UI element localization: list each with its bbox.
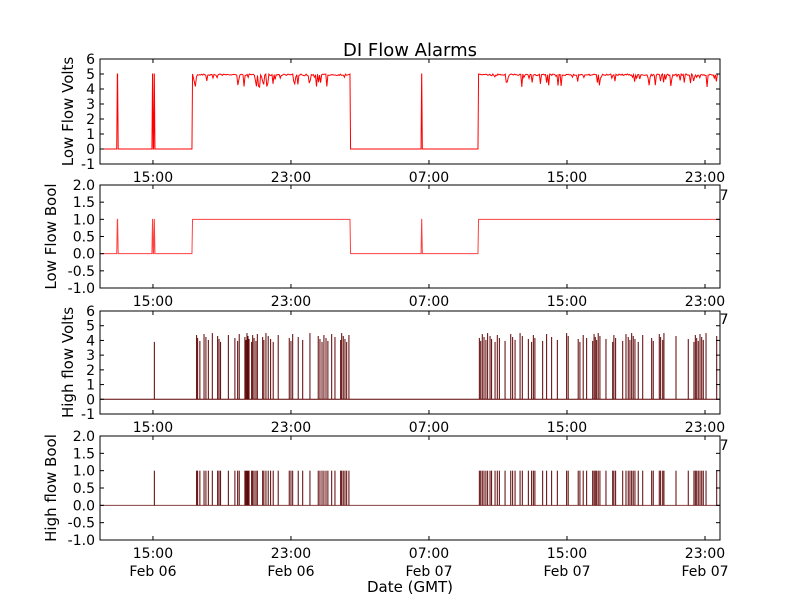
y-tick-label: 5 [86,319,95,335]
x-tick-time-label: 15:00 [133,294,173,310]
x-tick-time-label: 23:00 [271,170,311,186]
plot-area [100,59,720,164]
y-tick-label: 2 [86,112,95,128]
plot-area [100,436,720,540]
x-tick-time-label: 15:00 [133,170,173,186]
x-tick-date-label: Feb 07 [543,564,590,580]
series-line [100,218,720,255]
y-tick-label: -1 [81,157,95,173]
x-tick-time-label: 23:00 [271,420,311,436]
x-tick-time-label: 07:00 [409,294,449,310]
y-tick-label: 2.0 [73,429,95,445]
y-tick-label: 0 [86,142,95,158]
plot-area [100,311,720,414]
x-tick-time-label: 15:00 [547,170,587,186]
y-tick-label: 1.5 [73,446,95,462]
y-tick-label: -0.5 [68,516,95,532]
y-tick-label: -1.0 [68,533,95,549]
x-tick-time-label: 15:00 [547,294,587,310]
y-tick-label: 2 [86,363,95,379]
y-tick-label: 0.5 [73,230,95,246]
y-tick-label: -1 [81,407,95,423]
y-tick-label: 6 [86,304,95,320]
y-tick-label: 3 [86,97,95,113]
y-tick-label: 1.0 [73,464,95,480]
panel-high-flow-bool: -1.0-0.5 0.00.51.0 1.52.0 15:00 Feb 06 23:00 F… [42,429,729,580]
y-tick-label: 1.0 [73,212,95,228]
y-tick-label: 0 [86,392,95,408]
x-tick-time-label: 15:00 [133,420,173,436]
y-tick-label: 4 [86,82,95,98]
chart-title: DI Flow Alarms [343,40,477,61]
x-tick-time-label: 15:00 [547,420,587,436]
y-tick-label: -1.0 [68,281,95,297]
series-low-flow-bool [100,218,720,255]
y-tick-label: 5 [86,67,95,83]
y-tick-label: 1 [86,127,95,143]
y-tick-label: 6 [86,52,95,68]
x-tick-time-label: 07:00 [409,420,449,436]
axes-frame [99,310,721,415]
series-line [100,72,721,150]
y-tick-label: -0.5 [68,264,95,280]
y-axis-label: High flow Bool [42,434,60,542]
x-tick-date-label: Feb 07 [405,564,452,580]
x-tick-date-label: Feb 06 [267,564,314,580]
y-axis-label: Low Flow Bool [42,183,60,289]
x-tick-date-label: Feb 06 [129,564,176,580]
y-tick-label: 3 [86,348,95,364]
y-tick-label: 0.0 [73,498,95,514]
y-tick-label: 0.5 [73,481,95,497]
y-tick-label: 1.5 [73,195,95,211]
series-high-flow-bool [100,470,720,506]
y-tick-label: 2.0 [73,178,95,194]
x-tick-time-label: 23:00 [685,546,725,562]
x-tick-time-label: 15:00 [133,546,173,562]
x-tick-time-label: 23:00 [271,294,311,310]
x-tick-date-label: Feb 07 [681,564,728,580]
x-tick-time-label: 23:00 [685,420,725,436]
x-tick-time-label: 15:00 [547,546,587,562]
y-tick-label: 0.0 [73,247,95,263]
y-tick-label: 4 [86,333,95,349]
series-low-flow-volts [100,72,721,150]
y-tick-label: 1 [86,378,95,394]
x-tick-time-label: 23:00 [685,170,725,186]
y-axis-label: Low Flow Volts [59,57,77,167]
x-axis-label: Date (GMT) [367,578,453,596]
plot-area [100,185,720,288]
axes-frame [99,58,721,165]
x-tick-time-label: 23:00 [685,294,725,310]
x-tick-time-label: 23:00 [271,546,311,562]
y-axis-label: High flow Volts [59,307,77,418]
x-tick-time-label: 07:00 [409,546,449,562]
x-tick-time-label: 07:00 [409,170,449,186]
series-high-flow-volts [100,333,720,400]
